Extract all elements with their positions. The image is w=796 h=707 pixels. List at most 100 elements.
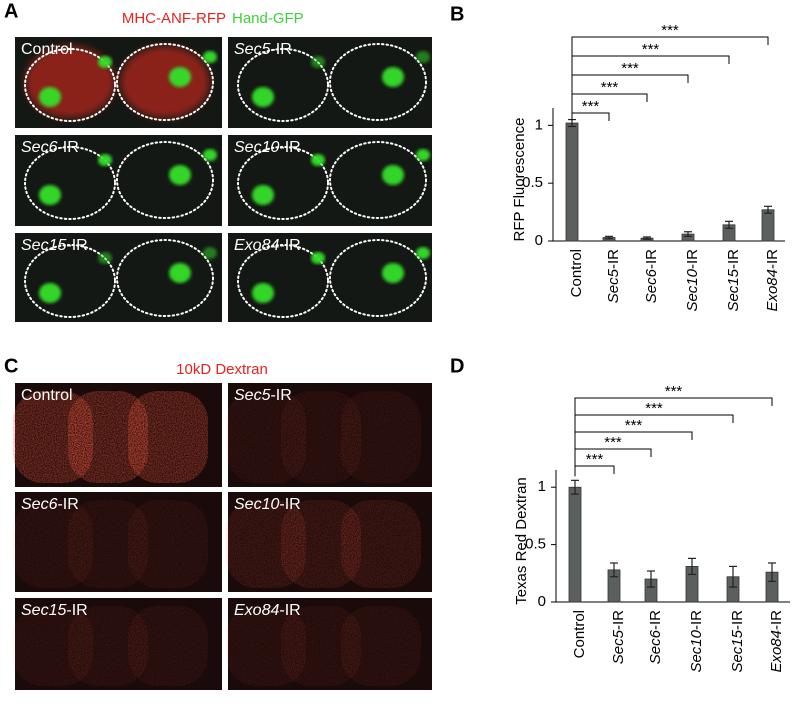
nucleus <box>98 56 112 68</box>
cell-outline <box>116 43 214 121</box>
nucleus <box>252 87 274 107</box>
image-label: Exo84-IR <box>234 237 301 254</box>
y-tick-label: 1 <box>535 116 543 133</box>
cell <box>281 606 361 686</box>
image-label: Sec15-IR <box>21 602 88 619</box>
cell <box>128 391 208 483</box>
cell-outline <box>237 146 329 220</box>
panel-title: MHC-ANF-RFP <box>122 10 226 27</box>
x-tick-label: Sec6-IR <box>643 249 660 303</box>
x-tick-label: Control <box>568 249 585 297</box>
x-tick-label: Sec15-IR <box>725 249 742 312</box>
image-label: Sec15-IR <box>21 237 88 254</box>
image-label: Sec5-IR <box>234 41 292 58</box>
error-bar <box>571 479 579 495</box>
cell <box>341 500 421 588</box>
panel-title: Hand-GFP <box>232 10 304 27</box>
nucleus <box>382 67 404 87</box>
nucleus <box>169 263 191 283</box>
cell-outline <box>24 48 116 122</box>
x-tick-label: Exo84-IR <box>764 249 781 312</box>
cell <box>128 500 208 588</box>
image-label: Control <box>21 41 73 58</box>
x-tick-label: Sec15-IR <box>729 610 746 673</box>
panel-letter: A <box>4 0 18 22</box>
nucleus <box>203 149 217 161</box>
cell <box>341 391 421 483</box>
nucleus <box>39 283 61 303</box>
image-label: Sec6-IR <box>21 496 79 513</box>
micrograph: Sec10-IR <box>228 135 432 226</box>
x-tick-label: Sec6-IR <box>647 610 664 664</box>
x-tick-label: Sec5-IR <box>610 610 627 664</box>
error-bar <box>647 570 655 588</box>
micrograph: Sec6-IR <box>15 135 222 226</box>
cell-outline <box>116 239 214 317</box>
cell <box>128 606 208 686</box>
cell-outline <box>116 141 214 219</box>
significance-label: *** <box>625 417 643 434</box>
image-label: Sec10-IR <box>234 496 301 513</box>
cell-outline <box>24 146 116 220</box>
cell-outline <box>329 239 427 317</box>
micrograph: Control <box>15 37 222 128</box>
significance-bracket <box>571 112 610 121</box>
y-tick-label: 1 <box>538 478 546 495</box>
panel-letter: D <box>450 355 464 377</box>
cell-outline <box>237 48 329 122</box>
x-tick-label: Sec10-IR <box>684 249 701 312</box>
image-label: Sec5-IR <box>234 387 292 404</box>
nucleus <box>203 247 217 259</box>
micrograph: Sec10-IR <box>226 492 432 592</box>
bar <box>761 209 775 242</box>
cell-outline <box>329 43 427 121</box>
error-bar <box>610 562 618 578</box>
y-tick-label: 0 <box>535 232 543 249</box>
cell-outline <box>24 244 116 318</box>
error-bar <box>764 205 772 214</box>
image-label: Exo84-IR <box>234 602 301 619</box>
micrograph: Exo84-IR <box>226 598 432 690</box>
significance-label: *** <box>582 98 600 115</box>
y-tick-label: 0.5 <box>525 536 546 553</box>
nucleus <box>416 149 430 161</box>
x-tick-label: Control <box>571 610 588 658</box>
x-tick-label: Sec10-IR <box>688 610 705 673</box>
panel-title: 10kD Dextran <box>176 361 268 378</box>
y-axis-label: RFP Fluorescence <box>511 118 528 242</box>
cell <box>281 500 361 588</box>
bar <box>568 486 582 603</box>
nucleus <box>311 154 325 166</box>
nucleus <box>382 263 404 283</box>
nucleus <box>98 154 112 166</box>
nucleus <box>416 51 430 63</box>
error-bar <box>729 565 737 588</box>
nucleus <box>169 67 191 87</box>
nucleus <box>203 51 217 63</box>
nucleus <box>311 56 325 68</box>
significance-label: *** <box>621 60 639 77</box>
rfp-signal <box>120 46 210 118</box>
nucleus <box>98 252 112 264</box>
significance-label: *** <box>665 383 683 400</box>
micrograph: Sec15-IR <box>15 233 222 322</box>
y-tick-label: 0.5 <box>522 174 543 191</box>
micrograph: Sec6-IR <box>13 492 222 592</box>
y-axis-label: Texas Red Dextran <box>513 477 530 605</box>
error-bar <box>643 236 651 240</box>
micrograph: Sec5-IR <box>228 37 432 128</box>
image-label: Sec6-IR <box>21 139 79 156</box>
micrograph: Sec5-IR <box>226 383 432 487</box>
significance-label: *** <box>642 41 660 58</box>
cell <box>68 391 148 483</box>
image-label: Control <box>21 387 73 404</box>
x-tick-label: Sec5-IR <box>605 249 622 303</box>
nucleus <box>39 185 61 205</box>
x-tick-label: Exo84-IR <box>768 610 785 673</box>
significance-label: *** <box>601 79 619 96</box>
nucleus <box>169 165 191 185</box>
error-bar <box>768 562 776 582</box>
error-bar <box>684 231 692 237</box>
error-bar <box>725 220 733 229</box>
